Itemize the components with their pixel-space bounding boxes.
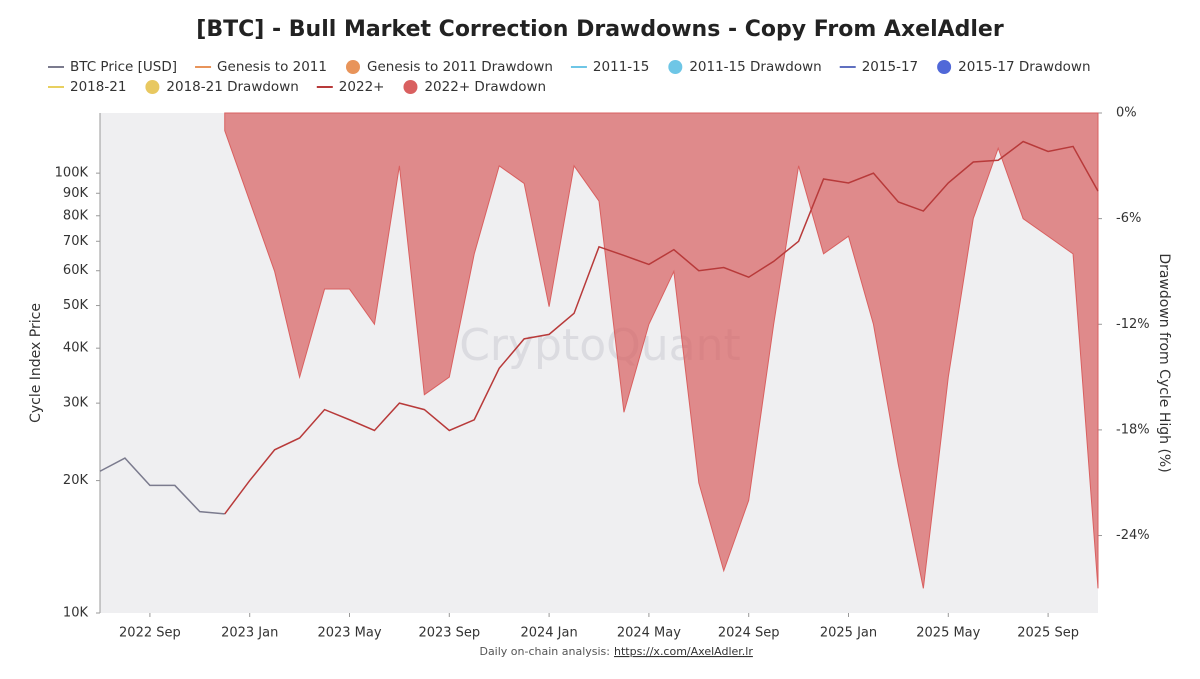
footer: Daily on-chain analysis: bbox=[479, 645, 610, 658]
legend-dot bbox=[346, 60, 360, 74]
legend-label: BTC Price [USD] bbox=[70, 59, 177, 75]
legend-dot bbox=[403, 80, 418, 94]
price-line bbox=[99, 457, 225, 515]
y2-axis-title: Drawdown from Cycle High (%) bbox=[1156, 253, 1172, 472]
legend-item: 2011-15 bbox=[570, 59, 649, 75]
legend-item: Genesis to 2011 bbox=[195, 59, 327, 75]
legend-label: 2011-15 Drawdown bbox=[689, 59, 821, 75]
legend-item: Genesis to 2011 Drawdown bbox=[346, 59, 553, 75]
y-tick-label: 30K bbox=[63, 396, 89, 411]
legend-label: 2022+ Drawdown bbox=[424, 79, 546, 95]
legend-label: 2018-21 Drawdown bbox=[166, 79, 298, 95]
y-tick-label: 70K bbox=[63, 234, 89, 249]
y-tick-label: 90K bbox=[63, 186, 89, 201]
y-tick-label: 60K bbox=[63, 263, 89, 278]
legend-label: 2015-17 Drawdown bbox=[958, 59, 1090, 75]
x-tick-label: 2025 Jan bbox=[820, 626, 877, 641]
legend-dot bbox=[145, 80, 160, 94]
y-tick-label: 10K bbox=[63, 606, 89, 621]
legend-label: 2015-17 bbox=[862, 59, 918, 75]
x-tick-label: 2023 Jan bbox=[221, 626, 278, 641]
x-tick-label: 2022 Sep bbox=[119, 626, 181, 641]
x-tick-label: 2023 May bbox=[317, 626, 381, 641]
y-axis-title: Cycle Index Price bbox=[28, 303, 44, 423]
legend-label: Genesis to 2011 Drawdown bbox=[367, 59, 553, 75]
legend-item: BTC Price [USD] bbox=[48, 59, 177, 75]
legend-dot bbox=[937, 60, 952, 74]
legend-item: 2022+ Drawdown bbox=[403, 79, 546, 95]
legend-item: 2015-17 Drawdown bbox=[937, 59, 1091, 75]
x-tick-label: 2024 Jan bbox=[520, 626, 577, 641]
y-tick-label: 100K bbox=[55, 166, 89, 181]
legend-item: 2018-21 Drawdown bbox=[145, 79, 299, 95]
legend-dot bbox=[668, 60, 683, 74]
legend-label: 2011-15 bbox=[593, 59, 649, 75]
y2-tick-label: -18% bbox=[1116, 422, 1150, 437]
y2-tick-label: -24% bbox=[1116, 528, 1150, 543]
y-tick-label: 50K bbox=[63, 298, 89, 313]
x-tick-label: 2024 May bbox=[617, 626, 681, 641]
y-tick-label: 20K bbox=[63, 473, 89, 488]
legend-item: 2022+ bbox=[316, 79, 385, 95]
y-tick-label: 80K bbox=[63, 208, 89, 223]
y2-tick-label: -6% bbox=[1116, 211, 1141, 226]
price-line bbox=[224, 140, 1099, 515]
drawdown-area bbox=[224, 112, 1099, 589]
y2-tick-label: -12% bbox=[1116, 317, 1150, 332]
x-tick-label: 2023 Sep bbox=[418, 626, 480, 641]
x-tick-label: 2025 May bbox=[916, 626, 980, 641]
legend-label: 2022+ bbox=[339, 79, 385, 95]
x-tick-label: 2025 Sep bbox=[1017, 626, 1079, 641]
legend-item: 2018-21 bbox=[48, 79, 126, 95]
legend-label: Genesis to 2011 bbox=[217, 59, 327, 75]
y-tick-label: 40K bbox=[63, 341, 89, 356]
chart-title: [BTC] - Bull Market Correction Drawdowns… bbox=[196, 17, 1004, 42]
legend-item: 2015-17 bbox=[839, 59, 918, 75]
legend-item: 2011-15 Drawdown bbox=[668, 59, 822, 75]
x-tick-label: 2024 Sep bbox=[718, 626, 780, 641]
footer-link[interactable]: https://x.com/AxelAdler.lr bbox=[614, 645, 753, 658]
y2-tick-label: 0% bbox=[1116, 106, 1137, 121]
legend-label: 2018-21 bbox=[70, 79, 126, 95]
